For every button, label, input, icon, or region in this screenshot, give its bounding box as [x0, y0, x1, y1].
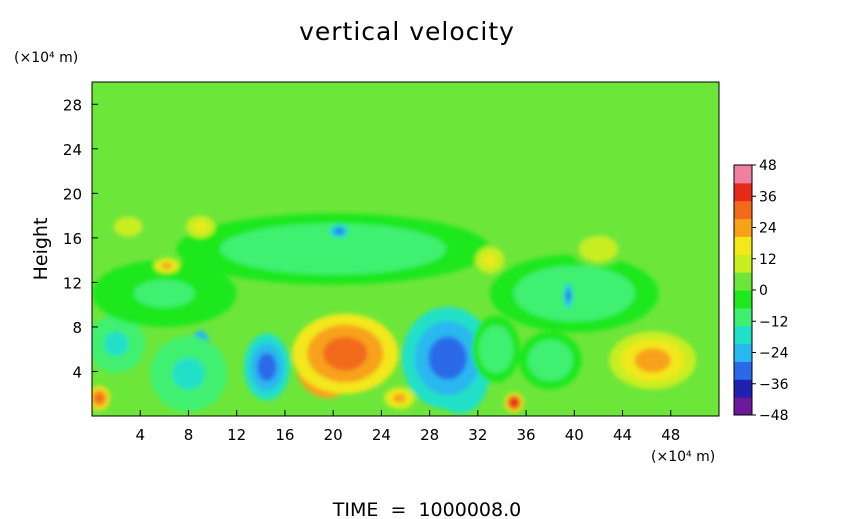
field-feature-10-core: [392, 393, 407, 403]
y-tick-label: 24: [63, 141, 82, 159]
colorbar-label: 36: [759, 189, 777, 205]
colorbar-labels: 48 36 24 12 0 −12 −24 −36 −48: [752, 158, 789, 424]
field-feature-17-core: [335, 228, 344, 234]
field-feature-4-core: [428, 336, 467, 380]
field-feature-20-core: [194, 222, 207, 232]
x-tick-label: 28: [420, 426, 439, 444]
x-axis-ticks: 4 8 12 16 20 24 28 32 36 40 44 48: [135, 410, 680, 444]
y-tick-label: 16: [63, 230, 82, 248]
field-feature-8-core: [103, 331, 129, 356]
chart-title: vertical velocity: [299, 17, 515, 46]
field-feature-14-core: [267, 234, 399, 264]
field-feature-11-core: [509, 398, 519, 407]
colorbar-segment: [734, 325, 752, 345]
x-tick-label: 20: [324, 426, 343, 444]
plot-area: [92, 82, 719, 416]
x-tick-label: 36: [517, 426, 536, 444]
x-tick-label: 4: [135, 426, 145, 444]
field-feature-15-core: [538, 277, 610, 310]
x-tick-label: 44: [613, 426, 632, 444]
colorbar-label: −24: [759, 346, 789, 362]
field-feature-16-core: [133, 279, 195, 308]
colorbar-label: −36: [759, 377, 789, 393]
colorbar-segment: [734, 379, 752, 398]
colorbar-segment: [734, 218, 752, 237]
field-feature-18-core: [566, 290, 571, 302]
x-tick-label: 32: [468, 426, 487, 444]
colorbar-segment: [734, 165, 752, 184]
y-tick-label: 12: [63, 274, 82, 292]
y-tick-label: 8: [72, 319, 82, 337]
y-tick-label: 20: [63, 185, 82, 203]
colorbar-segment: [734, 361, 752, 380]
colorbar-segment: [734, 290, 752, 309]
plot-frame: [91, 81, 720, 417]
y-tick-label: 28: [63, 96, 82, 114]
colorbar-label: 0: [759, 283, 768, 299]
field-feature-2-core: [634, 348, 671, 373]
y-tick-label: 4: [72, 363, 82, 381]
field-feature-22-core: [120, 221, 137, 233]
colorbar-segment: [734, 307, 752, 327]
x-tick-label: 12: [227, 426, 246, 444]
x-tick-label: 8: [184, 426, 194, 444]
field-feature-1-core: [322, 336, 368, 371]
colorbar: [734, 165, 752, 416]
x-unit-label: (×10⁴ m): [651, 449, 715, 465]
y-unit-label: (×10⁴ m): [14, 50, 78, 66]
y-axis-ticks: 4 8 12 16 20 24 28: [63, 96, 98, 381]
colorbar-segment: [734, 182, 752, 202]
colorbar-segment: [734, 272, 752, 291]
field-feature-23-core: [587, 241, 610, 257]
colorbar-label: 12: [759, 252, 777, 268]
field-feature-9-core: [94, 393, 104, 404]
x-tick-label: 48: [661, 426, 680, 444]
field-feature-19-core: [161, 262, 173, 269]
x-tick-label: 40: [565, 426, 584, 444]
x-tick-label: 24: [372, 426, 391, 444]
colorbar-label: −12: [759, 314, 789, 330]
field-feature-12-core: [485, 335, 507, 364]
colorbar-segment: [734, 236, 752, 255]
time-footer: TIME = 1000008.0: [332, 499, 521, 519]
colorbar-label: −48: [759, 408, 789, 424]
field-feature-13-core: [537, 348, 564, 373]
colorbar-segment: [734, 254, 752, 273]
colorbar-segment: [734, 343, 752, 362]
field-feature-7-core: [172, 357, 205, 390]
x-tick-label: 16: [275, 426, 294, 444]
colorbar-label: 48: [759, 158, 777, 174]
colorbar-label: 24: [759, 221, 777, 237]
field-feature-6-core: [257, 352, 277, 382]
colorbar-segment: [734, 200, 752, 220]
field-feature-21-core: [483, 254, 496, 266]
colorbar-segment: [734, 397, 752, 416]
y-axis-label: Height: [30, 218, 52, 281]
